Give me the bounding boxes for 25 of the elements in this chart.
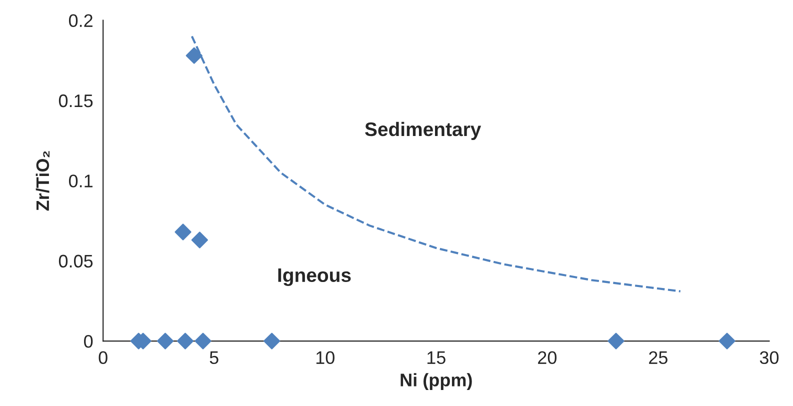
point <box>186 47 202 64</box>
point <box>608 332 624 350</box>
point <box>176 332 194 350</box>
x-tick-label: 30 <box>760 351 779 364</box>
y-tick-label: 0.15 <box>58 94 93 108</box>
y-axis-title: Zr/TiO₂ <box>36 151 50 211</box>
point <box>718 332 736 350</box>
x-tick-label: 0 <box>98 351 108 364</box>
annotation: Igneous <box>278 268 351 286</box>
x-tick-label: 25 <box>649 351 668 364</box>
point <box>191 232 208 248</box>
x-tick-label: 5 <box>210 351 218 364</box>
y-tick-label: 0.05 <box>58 254 93 268</box>
point <box>174 224 192 240</box>
point <box>156 332 174 350</box>
y-tick-label: 0 <box>84 334 93 348</box>
y-tick-label: 0.2 <box>68 14 92 28</box>
x-axis-title: Ni (ppm) <box>400 373 472 390</box>
x-tick-label: 10 <box>316 351 334 364</box>
x-tick-label: 20 <box>538 351 557 364</box>
point <box>264 332 280 350</box>
y-tick-label: 0.1 <box>68 174 92 188</box>
point <box>194 332 212 350</box>
x-tick-label: 15 <box>427 351 446 364</box>
annotation: Sedimentary <box>365 122 482 140</box>
